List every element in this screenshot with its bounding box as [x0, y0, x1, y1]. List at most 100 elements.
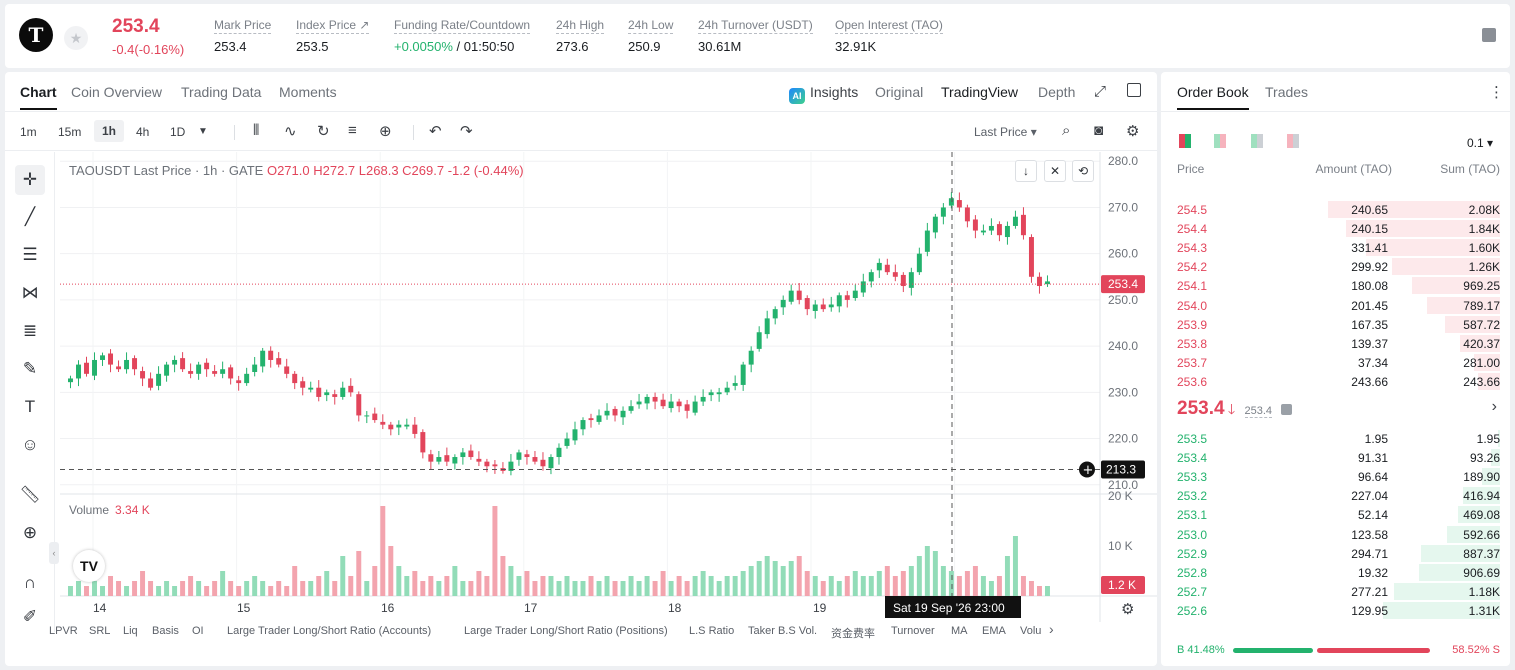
price-type-select[interactable]: Last Price ▾: [974, 125, 1037, 139]
text-tool-icon[interactable]: T: [24, 397, 36, 416]
indicator-item[interactable]: Large Trader Long/Short Ratio (Accounts): [227, 625, 432, 637]
pattern-tool-icon[interactable]: ⋈: [21, 283, 39, 302]
compare-icon[interactable]: ↻: [317, 123, 330, 140]
notebook-icon[interactable]: [1482, 28, 1496, 42]
settings-gear-icon[interactable]: ⚙: [1126, 123, 1140, 140]
collapse-arrows-icon[interactable]: ✕: [1044, 160, 1066, 182]
expand-icon[interactable]: ⤢: [1094, 83, 1107, 100]
interval-dropdown-icon[interactable]: ▼: [198, 126, 208, 137]
ask-row[interactable]: 253.6 243.66 243.66: [1161, 372, 1510, 391]
scroll-down-icon[interactable]: ↓: [1015, 160, 1037, 182]
ask-row[interactable]: 254.4 240.15 1.84K: [1161, 219, 1510, 238]
interval-4h[interactable]: 4h: [136, 125, 150, 139]
ask-row[interactable]: 254.1 180.08 969.25: [1161, 276, 1510, 295]
trend-line-tool-icon[interactable]: ╱: [24, 207, 36, 226]
zoom-in-tool-icon[interactable]: ⊕: [22, 523, 38, 542]
bid-row[interactable]: 253.3 96.64 189.90: [1161, 467, 1510, 486]
price-chart[interactable]: 280.0 270.0 260.0 250.0 240.0 230.0 220.0 210.0…: [5, 72, 1157, 666]
view-bids-icon[interactable]: [1251, 134, 1263, 148]
tab-original[interactable]: Original: [875, 84, 924, 100]
ask-row[interactable]: 254.2 299.92 1.26K: [1161, 257, 1510, 276]
tab-moments[interactable]: Moments: [279, 84, 337, 100]
tradingview-logo-icon[interactable]: TV: [73, 550, 105, 582]
tab-trading-data[interactable]: Trading Data: [181, 84, 262, 100]
candle-type-icon[interactable]: ⫴: [253, 122, 260, 139]
volume-bar: [932, 551, 938, 596]
indicator-item[interactable]: LPVR: [49, 625, 78, 637]
bid-row[interactable]: 252.6 129.95 1.31K: [1161, 601, 1510, 620]
indicator-item[interactable]: MA: [951, 625, 968, 637]
bid-row[interactable]: 253.2 227.04 416.94: [1161, 486, 1510, 505]
brush-tool-icon[interactable]: ✎: [22, 359, 38, 378]
precision-select[interactable]: 0.1 ▾: [1467, 136, 1494, 150]
tab-tradingview[interactable]: TradingView: [941, 84, 1019, 100]
chart-canvas[interactable]: 280.0 270.0 260.0 250.0 240.0 230.0 220.0 210.0…: [5, 72, 1157, 666]
interval-1d[interactable]: 1D: [170, 125, 186, 139]
undo-icon[interactable]: ↶: [429, 123, 442, 140]
interval-1h[interactable]: 1h: [94, 120, 125, 142]
indicator-item[interactable]: Liq: [123, 625, 138, 637]
stat-mark-price[interactable]: Mark Price 253.4: [214, 18, 272, 54]
redo-icon[interactable]: ↷: [460, 123, 473, 140]
indicator-item[interactable]: Volu: [1020, 625, 1042, 637]
magnet-tool-icon[interactable]: ∩: [23, 573, 37, 592]
bid-row[interactable]: 252.8 19.32 906.69: [1161, 563, 1510, 582]
indicator-item[interactable]: Taker B.S Vol.: [748, 625, 818, 637]
reset-chart-icon[interactable]: ⟲: [1072, 160, 1094, 182]
ask-row[interactable]: 253.7 37.34 281.00: [1161, 353, 1510, 372]
tab-trades[interactable]: Trades: [1265, 84, 1309, 100]
camera-icon[interactable]: ◙: [1094, 122, 1104, 139]
view-asks-icon[interactable]: [1287, 134, 1299, 148]
interval-1m[interactable]: 1m: [20, 125, 37, 139]
indicator-item[interactable]: L.S Ratio: [689, 625, 735, 637]
indicator-item[interactable]: 资金费率: [831, 628, 875, 640]
ruler-tool-icon[interactable]: 📏︎: [19, 485, 41, 504]
indicator-item[interactable]: EMA: [982, 625, 1006, 637]
indicator-item[interactable]: OI: [192, 625, 204, 637]
tab-depth[interactable]: Depth: [1038, 84, 1076, 100]
tab-insights[interactable]: AI Insights: [789, 84, 858, 104]
indicator-item[interactable]: Turnover: [891, 625, 935, 637]
bid-row[interactable]: 253.0 123.58 592.66: [1161, 525, 1510, 544]
ask-row[interactable]: 253.9 167.35 587.72: [1161, 315, 1510, 334]
indicator-item[interactable]: Basis: [152, 625, 179, 637]
favorite-star-icon[interactable]: ★: [64, 26, 88, 50]
ask-row[interactable]: 254.3 331.41 1.60K: [1161, 238, 1510, 257]
chevron-right-icon[interactable]: ›: [1491, 398, 1497, 415]
stat-index-price[interactable]: Index Price ↗ 253.5: [296, 18, 370, 54]
bid-row[interactable]: 252.9 294.71 887.37: [1161, 544, 1510, 563]
search-icon[interactable]: ⌕: [1062, 122, 1071, 139]
fullscreen-icon[interactable]: [1127, 83, 1141, 97]
interval-15m[interactable]: 15m: [58, 125, 82, 139]
indicators-icon[interactable]: ∿: [284, 123, 297, 140]
horizontal-lines-tool-icon[interactable]: ☰: [22, 245, 38, 264]
emoji-tool-icon[interactable]: ☺: [21, 435, 39, 454]
view-split-icon[interactable]: [1214, 134, 1226, 148]
crosshair-tool-icon[interactable]: ✛: [15, 165, 45, 195]
volume-bar: [668, 581, 674, 596]
bid-row[interactable]: 252.7 277.21 1.18K: [1161, 582, 1510, 601]
volume-bar: [948, 571, 954, 596]
tab-order-book[interactable]: Order Book: [1177, 84, 1249, 110]
stat-funding-rate[interactable]: Funding Rate/Countdown +0.0050% / 01:50:…: [394, 18, 531, 54]
indicator-item[interactable]: Large Trader Long/Short Ratio (Positions…: [464, 625, 668, 637]
more-options-icon[interactable]: ⋮: [1489, 84, 1504, 101]
ask-row[interactable]: 254.0 201.45 789.17: [1161, 296, 1510, 315]
view-both-icon[interactable]: [1179, 134, 1191, 148]
indicator-item[interactable]: SRL: [89, 625, 111, 637]
indicator-scroll-right-icon[interactable]: ›: [1049, 621, 1054, 637]
ask-row[interactable]: 253.8 139.37 420.37: [1161, 334, 1510, 353]
tab-coin-overview[interactable]: Coin Overview: [71, 84, 163, 100]
fib-tool-icon[interactable]: ≣: [22, 321, 38, 340]
collapse-sidebar-icon[interactable]: ‹: [49, 542, 59, 564]
pencil-lock-tool-icon[interactable]: ✐: [22, 607, 38, 626]
candle-body: [772, 309, 778, 319]
bid-row[interactable]: 253.5 1.95 1.95: [1161, 429, 1510, 448]
bid-row[interactable]: 253.4 91.31 93.26: [1161, 448, 1510, 467]
tab-chart[interactable]: Chart: [20, 84, 57, 110]
templates-icon[interactable]: ≡: [348, 122, 357, 139]
mid-price-row[interactable]: 253.4 🡓︎ 253.4 ›: [1177, 398, 1497, 422]
add-indicator-icon[interactable]: ⊕: [379, 123, 392, 140]
ask-row[interactable]: 254.5 240.65 2.08K: [1161, 200, 1510, 219]
bid-row[interactable]: 253.1 52.14 469.08: [1161, 505, 1510, 524]
